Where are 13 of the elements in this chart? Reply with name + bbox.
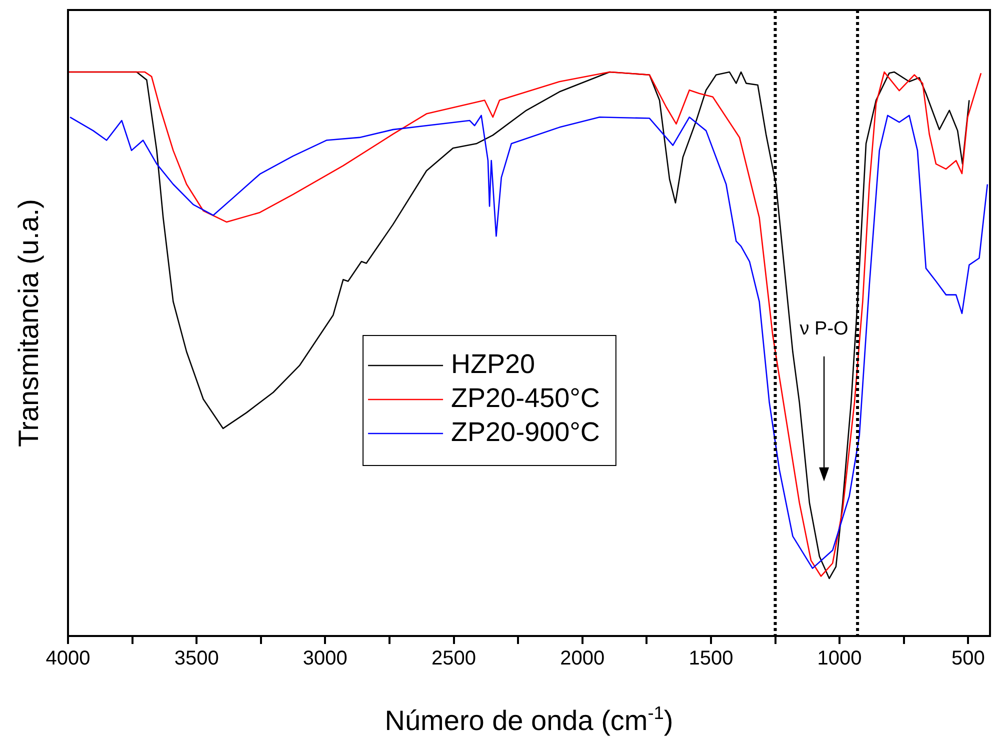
annotation: ν P-O: [800, 318, 848, 340]
y-axis-title: Transmitancia (u.a.): [13, 199, 44, 447]
legend-label: HZP20: [451, 348, 536, 379]
legend-label: ZP20-450°C: [451, 382, 600, 413]
x-tick-label: 2500: [432, 648, 476, 670]
x-tick-label: 1500: [688, 648, 734, 670]
x-tick-label: 4000: [46, 648, 90, 670]
x-tick-label: 500: [951, 648, 985, 670]
x-tick-label: 3000: [302, 648, 348, 670]
x-tick-label: 2000: [560, 648, 605, 670]
x-tick-label: 3500: [174, 648, 219, 670]
x-tick-label: 1000: [817, 648, 862, 670]
legend-label: ZP20-900°C: [451, 416, 600, 447]
